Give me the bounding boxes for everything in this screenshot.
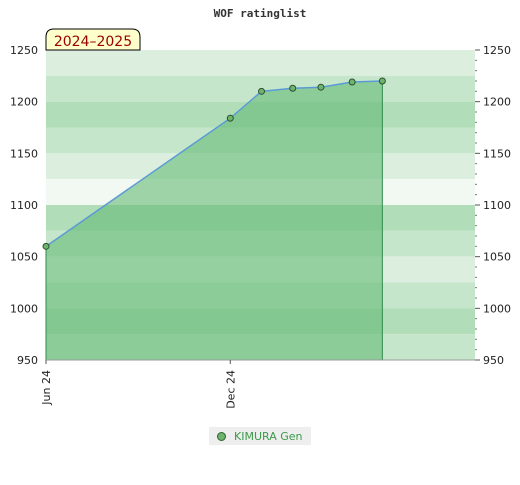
x-tick-label: Jun 24 <box>40 370 53 406</box>
data-point <box>42 242 50 250</box>
y-tick-label-left: 1050 <box>10 251 38 264</box>
legend-label: KIMURA Gen <box>234 429 303 443</box>
y-tick-label-right: 1000 <box>483 302 511 315</box>
axes: 950 950 1000 1000 1050 1050 1100 1100 1150 1150 12… <box>10 44 511 409</box>
x-tick-label: Dec 24 <box>224 370 237 409</box>
data-point <box>258 87 266 95</box>
data-point <box>348 78 356 86</box>
y-tick-label-right: 1050 <box>483 251 511 264</box>
y-tick-label-left: 1200 <box>10 96 38 109</box>
data-point <box>226 114 234 122</box>
markers <box>42 77 386 250</box>
y-tick-label-right: 1150 <box>483 147 511 160</box>
period-badge: 2024–2025 <box>45 28 141 51</box>
background-band <box>46 50 475 76</box>
data-point <box>378 77 386 85</box>
y-tick-label-left: 1100 <box>10 199 38 212</box>
chart-title: WOF ratinglist <box>214 7 307 20</box>
data-point <box>289 84 297 92</box>
y-tick-label-left: 1150 <box>10 147 38 160</box>
legend[interactable]: KIMURA Gen <box>209 427 311 445</box>
y-tick-label-left: 1000 <box>10 302 38 315</box>
y-tick-label-right: 1250 <box>483 44 511 57</box>
legend-marker-icon <box>217 431 226 441</box>
y-tick-label-right: 1100 <box>483 199 511 212</box>
y-tick-label-left: 950 <box>17 354 38 367</box>
period-badge-label: 2024–2025 <box>54 34 132 50</box>
y-tick-label-right: 950 <box>483 354 504 367</box>
data-point <box>317 83 325 91</box>
y-tick-label-right: 1200 <box>483 96 511 109</box>
y-tick-label-left: 1250 <box>10 44 38 57</box>
series-area <box>46 81 383 360</box>
